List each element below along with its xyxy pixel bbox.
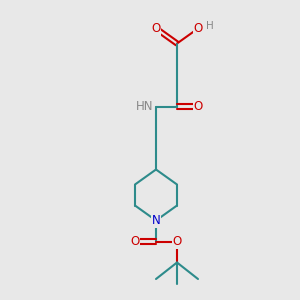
Text: HN: HN	[136, 100, 154, 113]
Text: O: O	[194, 22, 202, 35]
Text: H: H	[206, 21, 214, 31]
Text: O: O	[152, 22, 160, 35]
Text: O: O	[194, 100, 202, 113]
Text: O: O	[130, 235, 140, 248]
Text: O: O	[172, 235, 182, 248]
Text: N: N	[152, 214, 160, 227]
